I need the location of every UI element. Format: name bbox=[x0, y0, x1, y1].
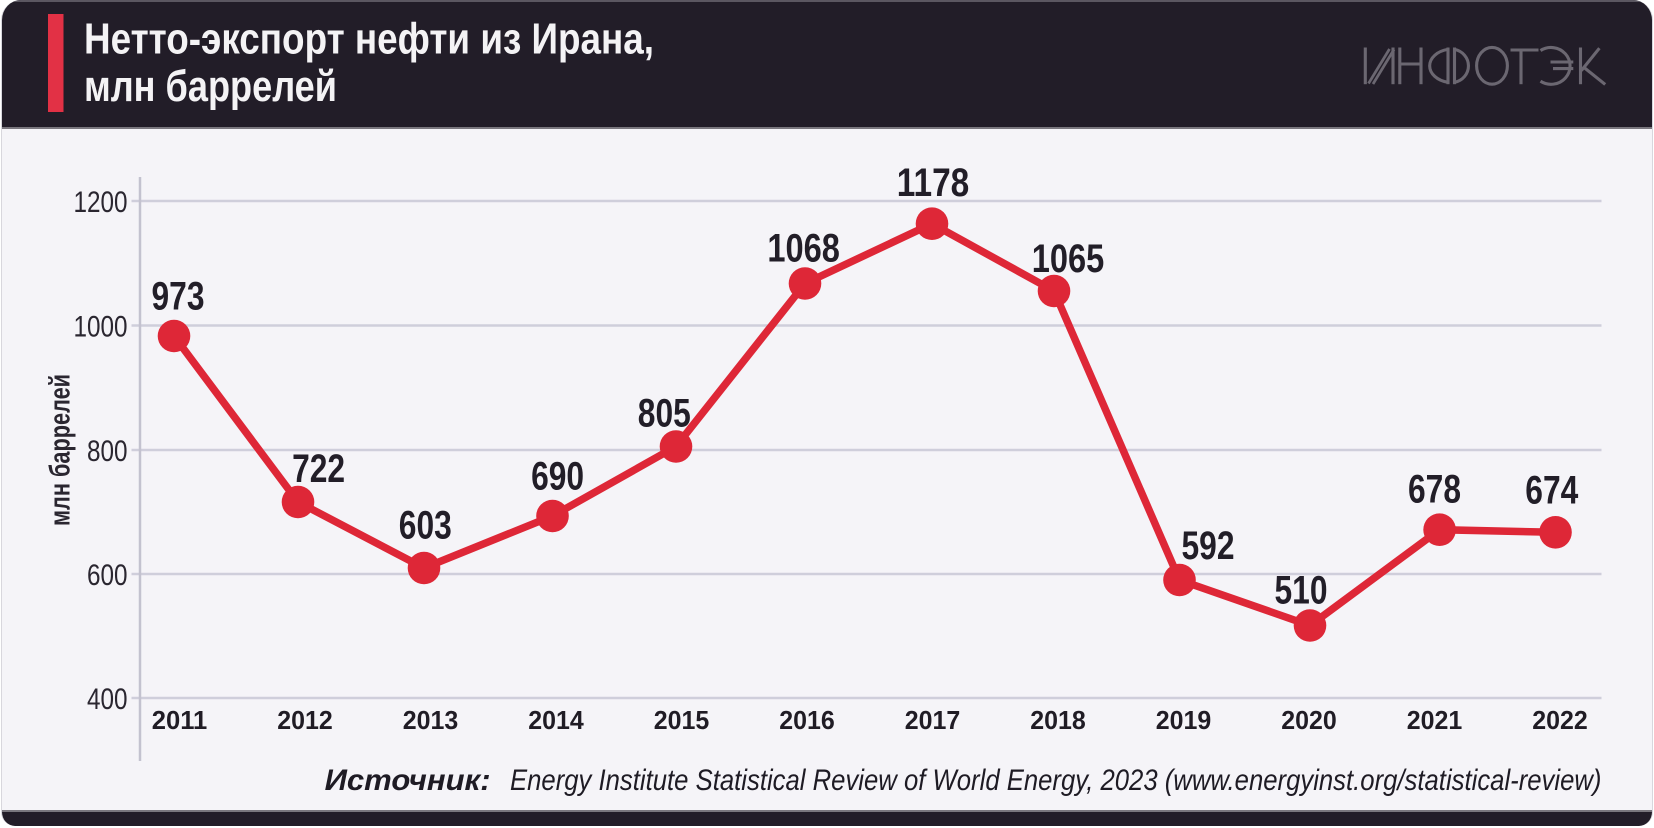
svg-text:2022: 2022 bbox=[1532, 705, 1588, 735]
svg-text:млн баррелей: млн баррелей bbox=[45, 374, 77, 526]
svg-text:510: 510 bbox=[1275, 569, 1328, 613]
svg-text:2019: 2019 bbox=[1156, 705, 1212, 735]
svg-text:1178: 1178 bbox=[897, 161, 970, 205]
svg-text:Источник:: Источник: bbox=[325, 764, 491, 797]
svg-text:1000: 1000 bbox=[74, 310, 128, 343]
svg-text:592: 592 bbox=[1182, 524, 1235, 568]
svg-text:722: 722 bbox=[292, 447, 345, 491]
svg-text:1068: 1068 bbox=[767, 227, 840, 271]
svg-text:973: 973 bbox=[152, 275, 205, 319]
svg-text:805: 805 bbox=[638, 392, 691, 436]
svg-text:678: 678 bbox=[1408, 468, 1461, 512]
svg-text:2011: 2011 bbox=[152, 705, 208, 735]
svg-text:690: 690 bbox=[531, 455, 584, 499]
svg-text:400: 400 bbox=[87, 683, 128, 716]
svg-text:млн баррелей: млн баррелей bbox=[84, 62, 337, 111]
svg-text:2016: 2016 bbox=[779, 705, 835, 735]
svg-text:1065: 1065 bbox=[1032, 237, 1105, 281]
svg-text:2021: 2021 bbox=[1407, 705, 1463, 735]
svg-text:1200: 1200 bbox=[74, 186, 128, 219]
svg-text:603: 603 bbox=[399, 504, 452, 548]
svg-text:2017: 2017 bbox=[905, 705, 961, 735]
svg-text:2015: 2015 bbox=[654, 705, 710, 735]
svg-text:Нетто-экспорт нефти из Ирана,: Нетто-экспорт нефти из Ирана, bbox=[84, 15, 654, 64]
svg-text:674: 674 bbox=[1525, 469, 1579, 513]
svg-text:2012: 2012 bbox=[277, 705, 333, 735]
svg-text:600: 600 bbox=[87, 559, 128, 592]
svg-text:2018: 2018 bbox=[1030, 705, 1086, 735]
svg-text:Energy Institute Statistical R: Energy Institute Statistical Review of W… bbox=[510, 764, 1602, 797]
svg-text:800: 800 bbox=[87, 435, 128, 468]
svg-text:2014: 2014 bbox=[528, 705, 584, 735]
svg-text:2013: 2013 bbox=[403, 705, 459, 735]
svg-text:2020: 2020 bbox=[1281, 705, 1337, 735]
